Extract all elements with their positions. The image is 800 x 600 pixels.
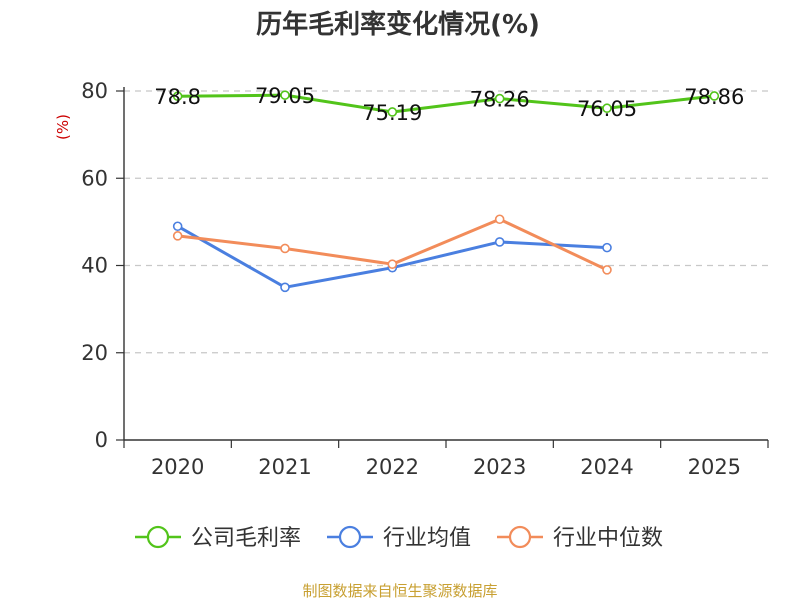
- data-point: [494, 214, 505, 225]
- y-tick-label: 60: [81, 166, 108, 190]
- legend: 公司毛利率 行业均值 行业中位数: [135, 525, 663, 551]
- data-label: 79.05: [255, 84, 315, 108]
- data-labels: 78.8 79.05 75.19 78.26 76.05 78.86: [154, 84, 744, 125]
- y-tick-label: 0: [95, 428, 108, 452]
- legend-label: 行业均值: [383, 526, 471, 551]
- y-tick-label: 80: [81, 79, 108, 103]
- grid-lines: [124, 90, 768, 354]
- series-lines: [172, 90, 720, 293]
- data-label: 76.05: [577, 97, 637, 121]
- source-footer: 制图数据来自恒生聚源数据库: [302, 582, 497, 600]
- data-label: 78.8: [154, 85, 201, 109]
- data-point: [387, 107, 398, 117]
- legend-label: 公司毛利率: [191, 526, 301, 551]
- legend-label: 行业中位数: [553, 526, 663, 551]
- data-point: [172, 91, 183, 102]
- y-tick-label: 20: [81, 341, 108, 365]
- legend-marker: [508, 525, 532, 549]
- x-tick-label: 2022: [366, 455, 419, 479]
- data-point: [602, 103, 612, 114]
- chart-title: 历年毛利率变化情况(%): [256, 9, 540, 40]
- data-label: 78.26: [470, 88, 530, 112]
- data-point: [387, 259, 398, 269]
- data-point: [709, 91, 720, 101]
- data-point: [172, 221, 183, 232]
- legend-item: 公司毛利率: [135, 525, 301, 551]
- y-tick-label: 40: [81, 254, 108, 278]
- axes: 0 20 40 60 80 2020 2021 2022 2023 2024 2025: [81, 79, 769, 479]
- data-point: [494, 93, 505, 104]
- data-label: 75.19: [362, 101, 422, 125]
- data-point: [602, 265, 612, 275]
- data-point: [494, 237, 505, 247]
- x-tick-label: 2025: [688, 455, 741, 479]
- data-point: [280, 243, 290, 254]
- data-point: [280, 90, 290, 100]
- y-axis-unit-label: (%): [54, 114, 72, 140]
- x-tick-label: 2023: [473, 455, 526, 479]
- legend-marker: [146, 525, 170, 549]
- x-tick-label: 2024: [580, 455, 633, 479]
- data-label: 78.86: [684, 85, 744, 109]
- x-tick-label: 2020: [151, 455, 204, 479]
- legend-marker: [338, 525, 362, 549]
- legend-item: 行业均值: [327, 525, 471, 551]
- series-line: [177, 93, 715, 114]
- data-point: [602, 242, 612, 253]
- series-line: [176, 224, 608, 289]
- data-point: [172, 231, 183, 241]
- x-tick-label: 2021: [258, 455, 311, 479]
- data-point: [280, 282, 290, 293]
- legend-item: 行业中位数: [497, 525, 663, 551]
